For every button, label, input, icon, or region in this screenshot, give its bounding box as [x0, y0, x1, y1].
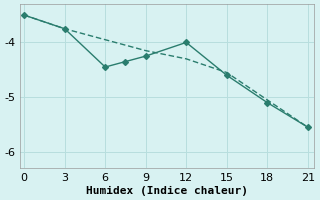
X-axis label: Humidex (Indice chaleur): Humidex (Indice chaleur) — [86, 186, 248, 196]
